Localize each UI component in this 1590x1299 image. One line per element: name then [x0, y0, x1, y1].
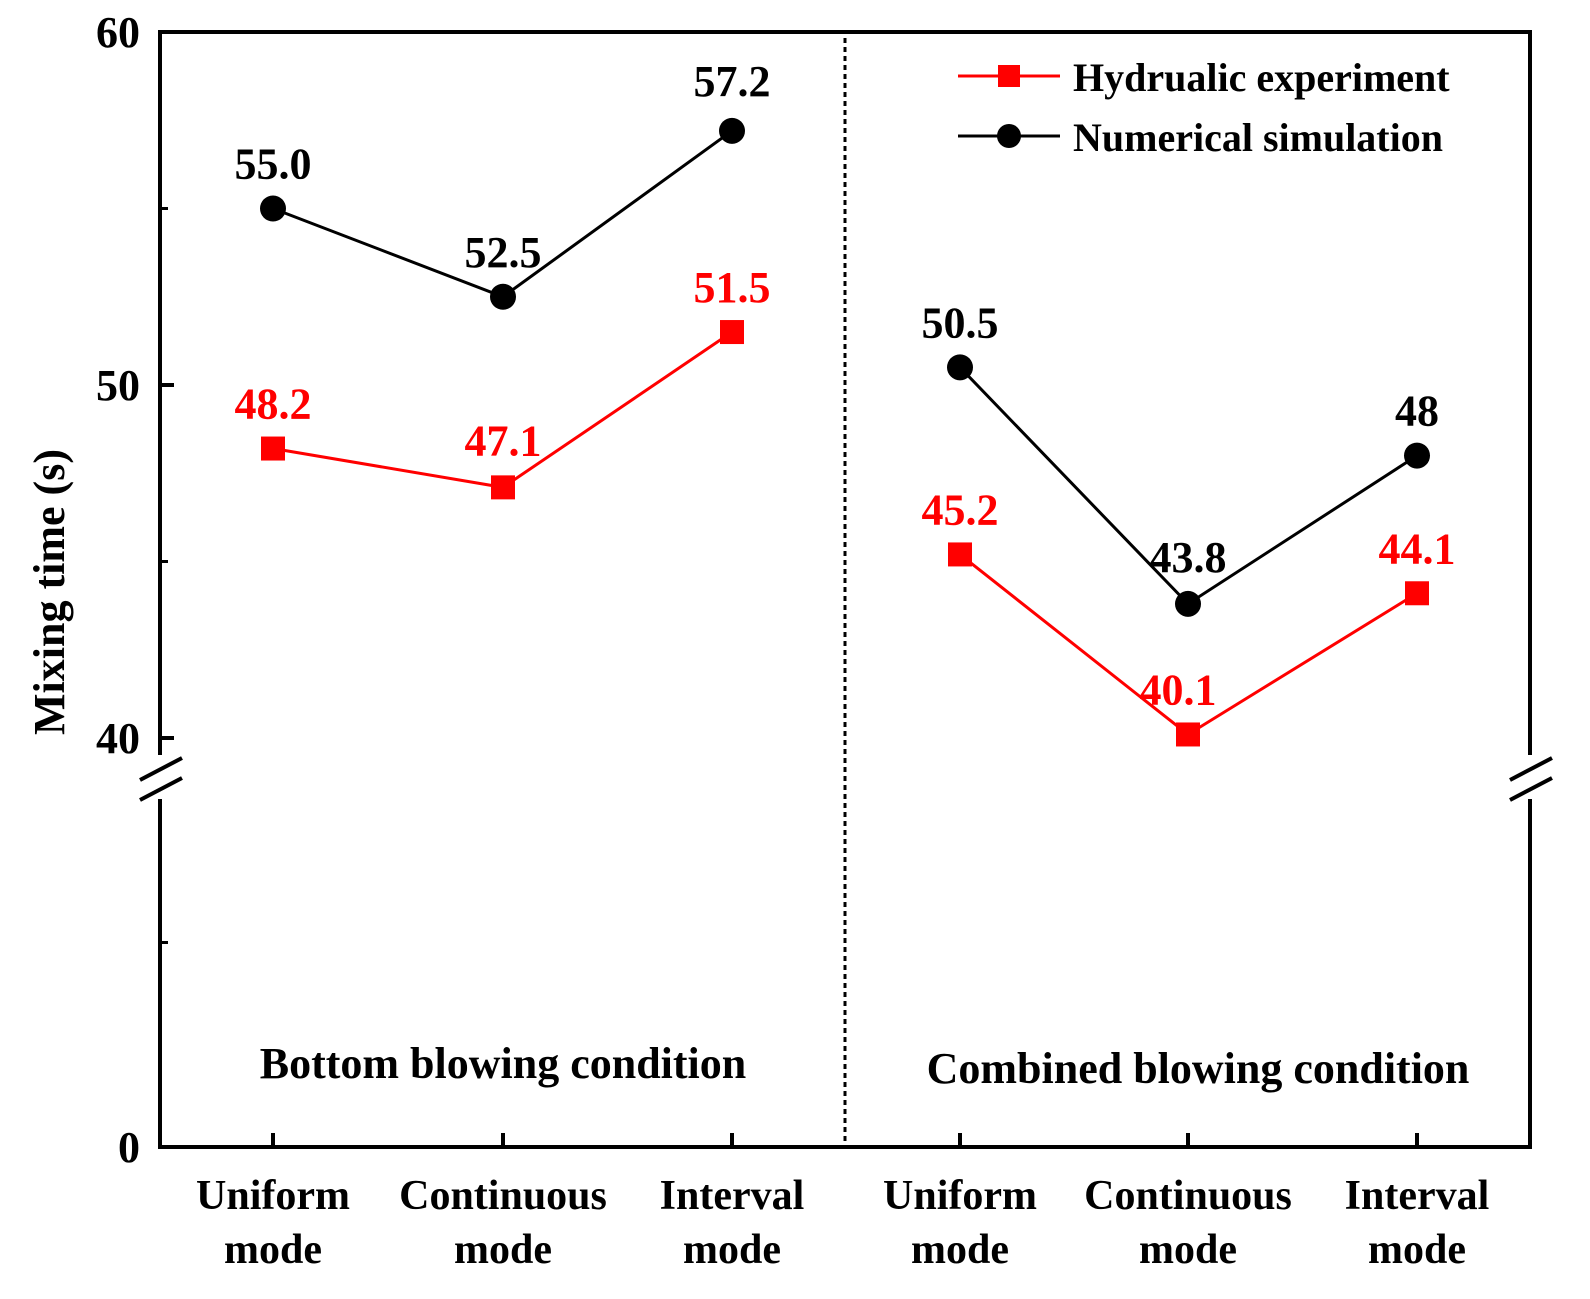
group-label-combined: Combined blowing condition: [927, 1044, 1470, 1093]
legend-label-hydraulic: Hydrualic experiment: [1073, 55, 1450, 100]
numerical-marker: [947, 354, 973, 381]
hydraulic-data-label: 40.1: [1140, 665, 1217, 714]
x-tick-label: Continuous: [399, 1173, 607, 1219]
x-tick-labels: Uniform mode Continuous mode Interval mode Uni…: [196, 1133, 1489, 1273]
x-tick-label: Continuous: [1084, 1173, 1292, 1219]
hydraulic-data-label: 51.5: [694, 263, 771, 312]
x-tick-label-line2: mode: [454, 1227, 552, 1273]
hydraulic-marker: [1176, 722, 1200, 747]
x-tick-label-line2: mode: [1368, 1227, 1466, 1273]
numerical-marker: [1404, 442, 1430, 469]
hydraulic-data-label: 47.1: [465, 416, 542, 465]
numerical-data-label: 52.5: [465, 228, 542, 277]
hydraulic-marker: [948, 542, 972, 567]
axis-break-left: [139, 755, 183, 802]
numerical-marker: [719, 117, 745, 144]
y-axis-title: Mixing time (s): [25, 449, 74, 735]
y-tick-label: 40: [96, 714, 140, 763]
legend-label-numerical: Numerical simulation: [1073, 115, 1443, 160]
hydraulic-marker: [491, 475, 515, 500]
numerical-marker: [1175, 590, 1201, 617]
y-ticks: 60 50 40 0: [96, 8, 174, 1172]
x-tick-label: Uniform: [883, 1173, 1037, 1219]
numerical-data-label: 48: [1395, 387, 1439, 436]
legend-marker-numerical: [997, 124, 1021, 148]
numerical-marker: [490, 283, 516, 310]
hydraulic-marker: [261, 436, 285, 461]
x-tick-label-line2: mode: [224, 1227, 322, 1273]
numerical-data-label: 43.8: [1150, 533, 1227, 582]
numerical-marker: [260, 195, 286, 222]
hydraulic-data-label: 44.1: [1379, 524, 1456, 573]
x-tick-label-line2: mode: [1139, 1227, 1237, 1273]
axis-break-right: [1509, 755, 1553, 802]
x-tick-label: Interval: [660, 1173, 805, 1219]
x-tick-label: Interval: [1345, 1173, 1490, 1219]
legend: Hydrualic experiment Numerical simulatio…: [958, 55, 1450, 160]
x-tick-label-line2: mode: [683, 1227, 781, 1273]
group-label-bottom: Bottom blowing condition: [260, 1039, 747, 1088]
numerical-data-label: 57.2: [694, 57, 771, 106]
numerical-data-label: 50.5: [922, 298, 999, 347]
hydraulic-marker: [720, 320, 744, 345]
series-layer: 48.2 47.1 51.5 45.2 40.1 44.1 55.0 52.5 57.2 50.5…: [235, 57, 1456, 747]
hydraulic-data-label: 48.2: [235, 380, 312, 429]
plot-frame: [158, 30, 1532, 1149]
x-tick-label-line2: mode: [911, 1227, 1009, 1273]
hydraulic-data-label: 45.2: [922, 485, 999, 534]
y-tick-label: 0: [118, 1123, 140, 1172]
y-tick-label: 60: [96, 8, 140, 57]
legend-marker-hydraulic: [998, 65, 1020, 87]
x-tick-label: Uniform: [196, 1173, 350, 1219]
hydraulic-marker: [1405, 581, 1429, 606]
numerical-data-label: 55.0: [235, 140, 312, 189]
y-tick-label: 50: [96, 361, 140, 410]
